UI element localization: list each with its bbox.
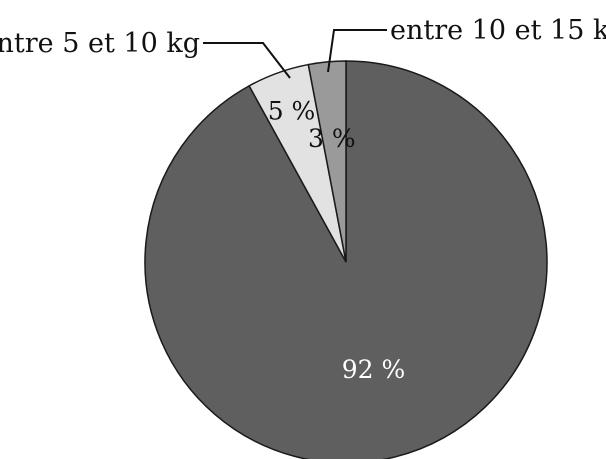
slice-value-labels: 92 % 5 %3 % [268, 97, 406, 384]
label-10-15kg: entre 10 et 15 kg [390, 15, 606, 46]
leader-line-10-15kg [327, 29, 387, 73]
slice-10-15kg [307, 60, 347, 263]
value-label-92-percent: 92 % [342, 355, 406, 384]
pie-slices [144, 60, 548, 459]
value-label-5-percent: 5 % [268, 97, 316, 126]
label-5-10kg: entre 5 et 10 kg [0, 28, 200, 59]
leader-line-5-10kg [203, 42, 291, 79]
value-label-3-percent: 3 % [308, 124, 356, 153]
